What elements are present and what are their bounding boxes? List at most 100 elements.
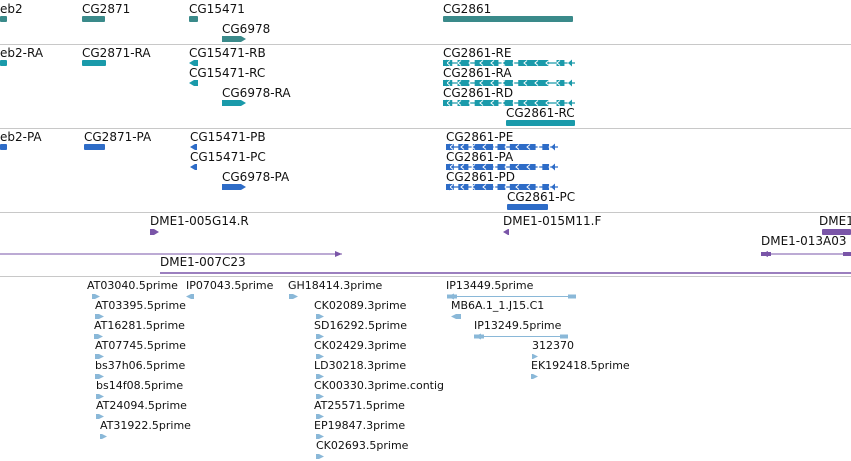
feature-cg2861-pe-label[interactable]: CG2861-PE [446, 130, 514, 144]
feature-cg2871-pa-label[interactable]: CG2871-PA [84, 130, 152, 144]
feature-cg2861-re-glyph[interactable] [437, 57, 581, 69]
feature-cg2871-ra-glyph[interactable] [76, 57, 112, 69]
feature-gh18414-3prime-label[interactable]: GH18414.3prime [288, 279, 383, 292]
feature-eb2-label[interactable]: eb2 [0, 2, 23, 16]
feature-at24094-5prime-glyph[interactable] [90, 411, 110, 422]
feature-ip07043-5prime-label[interactable]: IP07043.5prime [186, 279, 274, 292]
feature-cg15471-pb-label[interactable]: CG15471-PB [190, 130, 266, 144]
feature-ip13249-5prime-glyph[interactable] [468, 331, 574, 342]
feature-dme1-007c23-glyph[interactable] [154, 268, 851, 278]
feature-cg2861-re-label[interactable]: CG2861-RE [443, 46, 512, 60]
feature-ek192418-5prime-label[interactable]: EK192418.5prime [531, 359, 630, 372]
feature-ep19847-3prime-glyph[interactable] [310, 431, 330, 442]
feature-cg2861-glyph[interactable] [437, 13, 579, 25]
feature-at03395-5prime-glyph[interactable] [89, 311, 110, 322]
feature-cg2871-ra-label[interactable]: CG2871-RA [82, 46, 151, 60]
feature-at07745-5prime-glyph[interactable] [89, 351, 110, 362]
feature-ip13449-5prime-label[interactable]: IP13449.5prime [446, 279, 534, 292]
feature-cg15471-rc-glyph[interactable] [183, 77, 204, 89]
feature-clones-4-glyph[interactable] [0, 248, 348, 260]
feature-ck00330-3prime-contig-glyph[interactable] [310, 391, 330, 402]
feature-at03395-5prime-label[interactable]: AT03395.5prime [95, 299, 186, 312]
feature-sd16292-5prime-glyph[interactable] [310, 331, 330, 342]
feature-312370-glyph[interactable] [526, 351, 544, 362]
feature-dme1-015m11-f-glyph[interactable] [497, 226, 515, 238]
feature-cg15471-pc-glyph[interactable] [184, 161, 203, 173]
feature-mb6a-1-1-j15-c1-glyph[interactable] [445, 311, 467, 322]
feature-dme1-015m11-f-label[interactable]: DME1-015M11.F [503, 214, 602, 228]
feature-cg2861-pd-label[interactable]: CG2861-PD [446, 170, 516, 184]
feature-at16281-5prime-label[interactable]: AT16281.5prime [94, 319, 185, 332]
feature-eb2-pa-label[interactable]: eb2-PA [0, 130, 42, 144]
feature-cg6978-pa-glyph[interactable] [216, 181, 252, 193]
feature-312370-label[interactable]: 312370 [532, 339, 574, 352]
feature-eb2-pa-glyph[interactable] [0, 141, 13, 153]
feature-ck02089-3prime-glyph[interactable] [310, 311, 330, 322]
feature-at25571-5prime-label[interactable]: AT25571.5prime [314, 399, 405, 412]
feature-cg6978-pa-label[interactable]: CG6978-PA [222, 170, 290, 184]
feature-cg2861-pc-glyph[interactable] [501, 201, 554, 213]
feature-cg6978-glyph[interactable] [216, 33, 252, 45]
feature-eb2-ra-glyph[interactable] [0, 57, 13, 69]
feature-cg2861-pa-glyph[interactable] [440, 161, 564, 173]
feature-bs14f08-5prime-glyph[interactable] [90, 391, 110, 402]
feature-cg15471-pc-label[interactable]: CG15471-PC [190, 150, 266, 164]
feature-ld30218-3prime-glyph[interactable] [310, 371, 330, 382]
feature-ck02693-5prime-label[interactable]: CK02693.5prime [316, 439, 409, 452]
feature-dme1-013a03-glyph[interactable] [755, 248, 851, 260]
feature-cg2861-ra-glyph[interactable] [437, 77, 581, 89]
feature-at16281-5prime-glyph[interactable] [88, 331, 109, 342]
feature-gh18414-3prime-glyph[interactable] [283, 291, 304, 302]
feature-ip13249-5prime-label[interactable]: IP13249.5prime [474, 319, 562, 332]
feature-ck02429-3prime-glyph[interactable] [310, 351, 330, 362]
feature-dme1-013a03-label[interactable]: DME1-013A03 [761, 234, 847, 248]
feature-ck02693-5prime-glyph[interactable] [310, 451, 330, 461]
feature-cg6978-ra-glyph[interactable] [216, 97, 252, 109]
feature-cg2861-rc-glyph[interactable] [500, 117, 581, 129]
feature-bs37h06-5prime-label[interactable]: bs37h06.5prime [95, 359, 186, 372]
feature-at07745-5prime-label[interactable]: AT07745.5prime [95, 339, 186, 352]
feature-ck02089-3prime-label[interactable]: CK02089.3prime [314, 299, 407, 312]
feature-ck00330-3prime-contig-label[interactable]: CK00330.3prime.contig [314, 379, 445, 392]
feature-ek192418-5prime-glyph[interactable] [525, 371, 544, 382]
feature-cg15471-pb-glyph[interactable] [184, 141, 203, 153]
feature-cg2861-rd-label[interactable]: CG2861-RD [443, 86, 514, 100]
feature-eb2-glyph[interactable] [0, 13, 13, 25]
feature-ip13449-5prime-glyph[interactable] [441, 291, 582, 302]
feature-bs14f08-5prime-label[interactable]: bs14f08.5prime [96, 379, 184, 392]
feature-cg2861-pa-label[interactable]: CG2861-PA [446, 150, 514, 164]
feature-cg6978-ra-label[interactable]: CG6978-RA [222, 86, 291, 100]
feature-at31922-5prime-label[interactable]: AT31922.5prime [100, 419, 191, 432]
feature-cg2861-pe-glyph[interactable] [440, 141, 564, 153]
feature-at31922-5prime-glyph[interactable] [94, 431, 113, 442]
feature-dme1-005g14-r-glyph[interactable] [144, 226, 165, 238]
feature-sd16292-5prime-label[interactable]: SD16292.5prime [314, 319, 407, 332]
feature-ld30218-3prime-label[interactable]: LD30218.3prime [314, 359, 407, 372]
feature-cg2871-pa-glyph[interactable] [78, 141, 111, 153]
feature-eb2-ra-label[interactable]: eb2-RA [0, 46, 44, 60]
feature-cg15471-rb-glyph[interactable] [183, 57, 204, 69]
feature-dme1-007c23-label[interactable]: DME1-007C23 [160, 255, 246, 269]
feature-ck02429-3prime-label[interactable]: CK02429.3prime [314, 339, 407, 352]
feature-cg2871-glyph[interactable] [76, 13, 111, 25]
feature-bs37h06-5prime-glyph[interactable] [89, 371, 110, 382]
feature-cg15471-glyph[interactable] [183, 13, 204, 25]
feature-cg2861-label[interactable]: CG2861 [443, 2, 492, 16]
feature-cg15471-rb-label[interactable]: CG15471-RB [189, 46, 266, 60]
feature-dme1-label[interactable]: DME1 [819, 214, 851, 228]
feature-cg2861-ra-label[interactable]: CG2861-RA [443, 66, 512, 80]
feature-cg2861-rd-glyph[interactable] [437, 97, 581, 109]
feature-ip07043-5prime-glyph[interactable] [180, 291, 200, 302]
feature-ep19847-3prime-label[interactable]: EP19847.3prime [314, 419, 406, 432]
feature-cg2861-pc-label[interactable]: CG2861-PC [507, 190, 576, 204]
feature-cg6978-label[interactable]: CG6978 [222, 22, 271, 36]
feature-cg2861-pd-glyph[interactable] [440, 181, 564, 193]
feature-dme1-glyph[interactable] [816, 226, 851, 238]
feature-at24094-5prime-label[interactable]: AT24094.5prime [96, 399, 187, 412]
feature-dme1-005g14-r-label[interactable]: DME1-005G14.R [150, 214, 249, 228]
feature-cg2871-label[interactable]: CG2871 [82, 2, 131, 16]
feature-at03040-5prime-label[interactable]: AT03040.5prime [87, 279, 178, 292]
feature-cg2861-rc-label[interactable]: CG2861-RC [506, 106, 575, 120]
feature-mb6a-1-1-j15-c1-label[interactable]: MB6A.1_1.J15.C1 [451, 299, 545, 312]
feature-cg15471-label[interactable]: CG15471 [189, 2, 245, 16]
